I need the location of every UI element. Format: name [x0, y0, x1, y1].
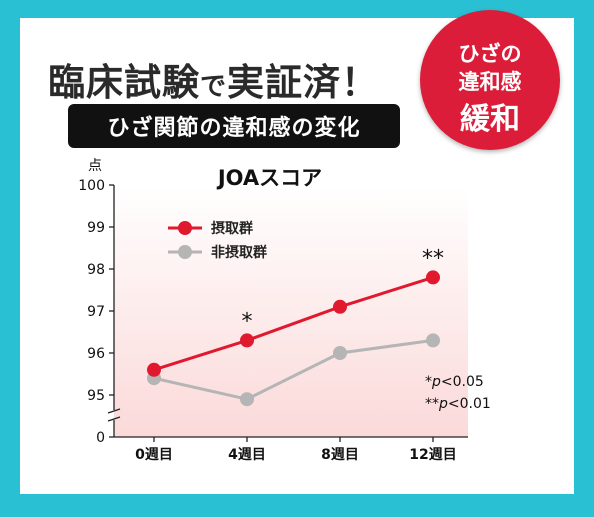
series-line-non-intake: [153, 338, 434, 401]
significance-mark: *: [242, 309, 253, 334]
data-point-intake: [426, 270, 440, 285]
data-point-non-intake: [240, 392, 254, 407]
y-tick-label: 98: [87, 262, 105, 278]
note-mark: *: [425, 374, 432, 390]
y-tick-label: 95: [87, 388, 105, 404]
significance-note: **p<0.01: [425, 396, 491, 412]
significance-annotations: ***: [242, 246, 445, 334]
y-tick-label: 97: [87, 304, 105, 320]
y-tick-label: 0: [96, 430, 105, 446]
x-tick-label: 0週目: [135, 447, 173, 463]
subtitle-text: ひざ関節の違和感の変化: [107, 116, 361, 141]
note-threshold: <0.01: [448, 396, 491, 412]
significance-mark: **: [422, 246, 444, 271]
data-point-intake: [147, 362, 161, 377]
subtitle-banner: ひざ関節の違和感の変化: [68, 104, 400, 148]
y-tick-label: 96: [87, 346, 105, 362]
note-p: p: [438, 396, 448, 412]
y-axis-break-mark: [107, 408, 121, 414]
x-tick-label: 8週目: [321, 447, 359, 463]
headline-part-c: 実証済！: [227, 60, 380, 104]
significance-note: *p<0.05: [425, 374, 484, 390]
x-tick-label: 4週目: [228, 447, 266, 463]
y-axis-unit-label: 点: [88, 158, 102, 174]
badge-line-2: 違和感: [458, 70, 522, 94]
data-point-non-intake: [426, 333, 440, 348]
data-point-intake: [240, 333, 254, 348]
badge-line-1: ひざの: [458, 42, 522, 66]
note-p: p: [431, 374, 441, 390]
x-tick-labels: 0週目 4週目 8週目 12週目: [135, 437, 457, 463]
series-line-intake: [153, 275, 434, 372]
axes: [107, 185, 468, 438]
note-mark: **: [425, 396, 439, 412]
headline-part-b: で: [200, 72, 228, 102]
legend-label-non-intake: 非摂取群: [211, 244, 267, 261]
series-layer: [147, 270, 440, 407]
note-threshold: <0.05: [441, 374, 484, 390]
legend-label-intake: 摂取群: [211, 220, 253, 237]
y-tick-labels: 0 95 96 97 98 99 100: [78, 178, 114, 446]
legend-marker-non-intake: [178, 245, 192, 259]
headline-part-a: 臨床試験: [48, 60, 200, 104]
y-tick-label: 99: [87, 220, 105, 236]
x-tick-label: 12週目: [409, 447, 456, 463]
data-point-non-intake: [333, 346, 347, 360]
significance-notes: *p<0.05**p<0.01: [425, 374, 491, 412]
y-tick-label: 100: [78, 178, 105, 194]
legend-marker-intake: [178, 221, 192, 235]
y-axis-break-mark: [107, 416, 121, 422]
data-point-intake: [333, 299, 347, 314]
headline: 臨床試験で実証済！: [48, 52, 379, 106]
chart-title: JOAスコア: [216, 166, 322, 190]
knee-relief-badge: ひざの 違和感 緩和: [420, 10, 560, 150]
badge-line-3: 緩和: [460, 102, 520, 137]
plot-background: [114, 185, 468, 437]
